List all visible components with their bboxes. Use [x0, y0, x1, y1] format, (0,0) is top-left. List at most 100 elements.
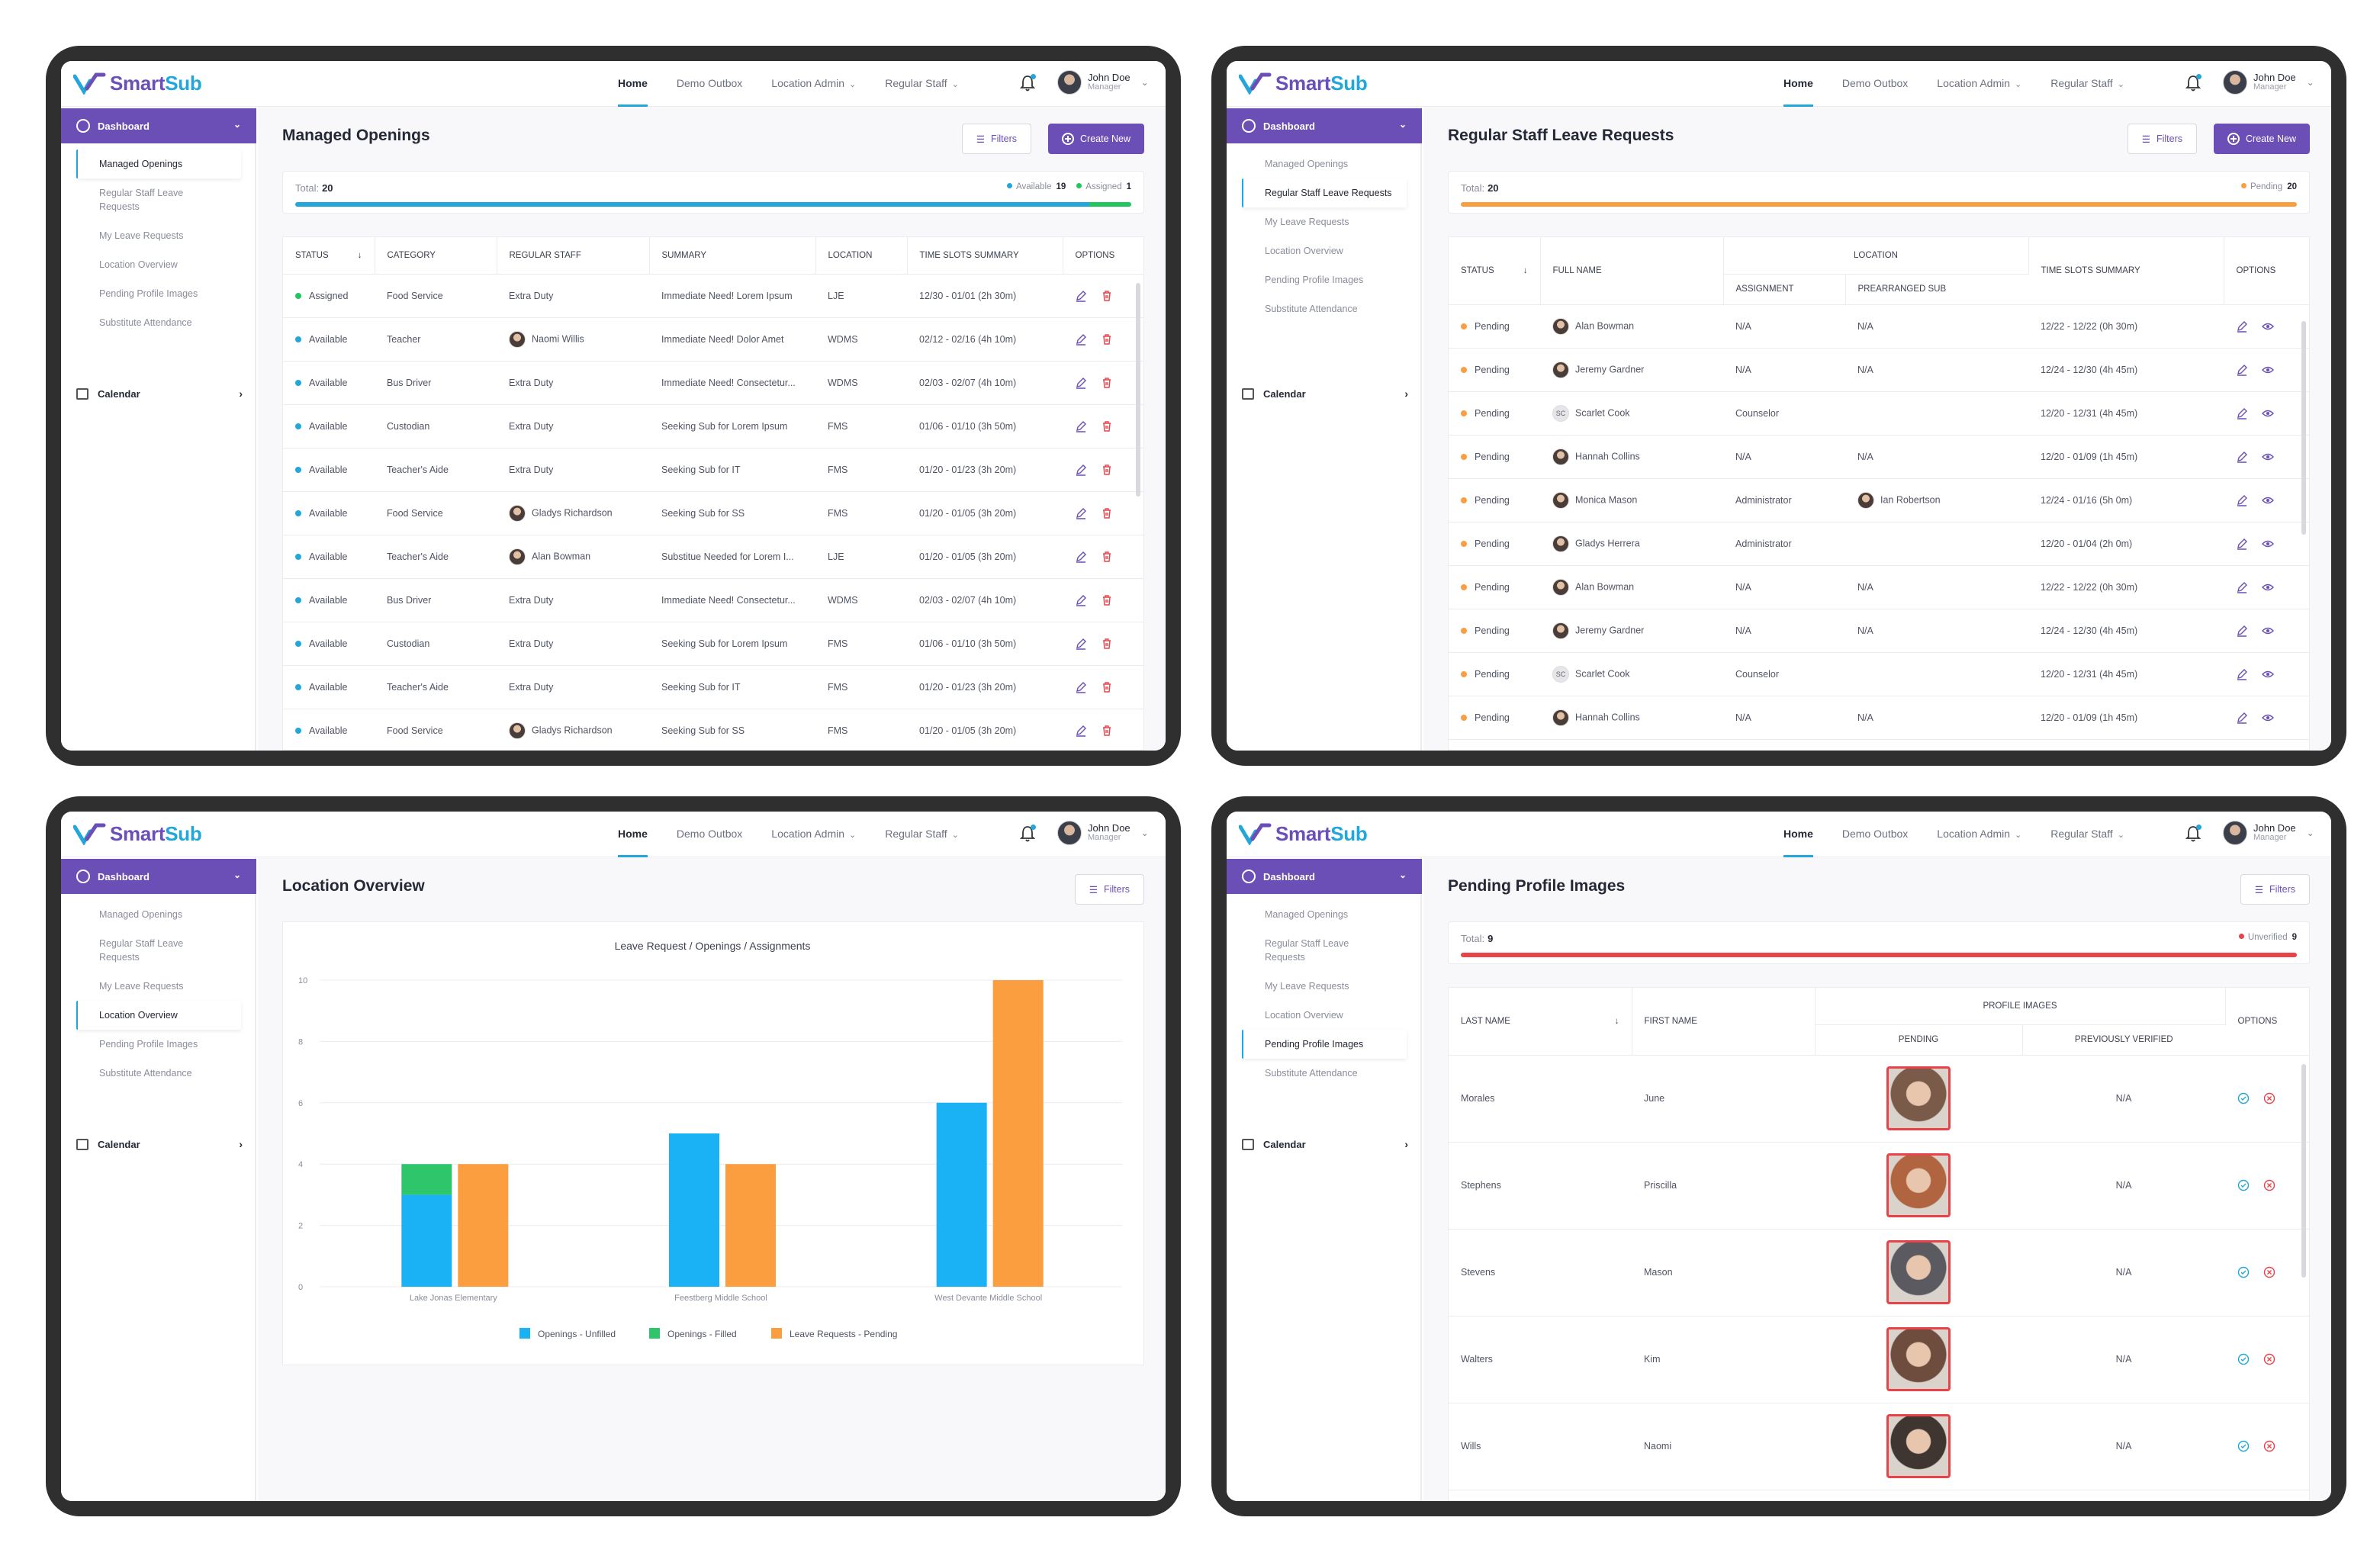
reject-icon[interactable]: [2263, 1092, 2275, 1104]
nav-demo-outbox[interactable]: Demo Outbox: [1841, 828, 1909, 840]
col-regular-staff[interactable]: Regular Staff: [497, 237, 650, 275]
eye-icon[interactable]: [2262, 407, 2274, 420]
sidebar-item-substitute-attendance[interactable]: Substitute Attendance: [1265, 1068, 1358, 1079]
table-row[interactable]: Pending SC Scarlet Cook Counselor 12/20 - 12…: [1449, 652, 2309, 696]
table-row[interactable]: Available Teacher's Aide Extra Duty Seeking…: [283, 665, 1143, 709]
table-row[interactable]: Wills Naomi N/A: [1449, 1403, 2309, 1490]
nav-location-admin[interactable]: Location Admin ⌄: [1937, 77, 2022, 89]
filters-button[interactable]: ☰ Filters: [1074, 874, 1144, 905]
sort-arrow-icon[interactable]: ↓: [1523, 265, 1528, 275]
table-row[interactable]: Pending Alan Bowman N/A N/A 12/22 - 12/22 (0…: [1449, 565, 2309, 609]
pending-profile-image[interactable]: [1886, 1240, 1951, 1304]
sidebar-item-pending-profile-images[interactable]: Pending Profile Images: [1265, 275, 1364, 285]
sidebar-item-leave-requests[interactable]: Regular Staff Leave Requests: [1242, 178, 1407, 207]
sidebar-calendar[interactable]: Calendar ›: [76, 387, 243, 400]
eye-icon[interactable]: [2262, 494, 2274, 506]
sidebar-item-leave-requests[interactable]: Regular Staff Leave Requests: [99, 188, 184, 212]
edit-icon[interactable]: [2236, 538, 2248, 550]
sidebar-item-pending-profile-images[interactable]: Pending Profile Images: [1242, 1030, 1407, 1059]
eye-icon[interactable]: [2262, 320, 2274, 333]
pending-profile-image[interactable]: [1886, 1066, 1951, 1130]
trash-icon[interactable]: [1101, 377, 1113, 389]
edit-icon[interactable]: [1075, 464, 1087, 476]
edit-icon[interactable]: [1075, 420, 1087, 432]
pending-profile-image[interactable]: [1886, 1327, 1951, 1391]
col-previously-verified[interactable]: Previously Verified: [2022, 1024, 2226, 1056]
nav-location-admin[interactable]: Location Admin ⌄: [771, 828, 857, 840]
table-row[interactable]: Available Custodian Extra Duty Seeking Sub …: [283, 404, 1143, 448]
sidebar-item-my-leave-requests[interactable]: My Leave Requests: [1265, 981, 1349, 992]
sidebar-item-location-overview[interactable]: Location Overview: [1265, 246, 1343, 256]
trash-icon[interactable]: [1101, 725, 1113, 737]
pending-profile-image[interactable]: [1886, 1414, 1951, 1478]
approve-icon[interactable]: [2237, 1353, 2250, 1365]
eye-icon[interactable]: [2262, 538, 2274, 550]
trash-icon[interactable]: [1101, 594, 1113, 606]
edit-icon[interactable]: [2236, 320, 2248, 333]
edit-icon[interactable]: [1075, 377, 1087, 389]
sidebar-item-substitute-attendance[interactable]: Substitute Attendance: [99, 1068, 192, 1079]
bell-icon[interactable]: [2185, 825, 2202, 843]
table-row[interactable]: Assigned Food Service Extra Duty Immediate …: [283, 274, 1143, 318]
table-row[interactable]: Morales June N/A: [1449, 1055, 2309, 1143]
eye-icon[interactable]: [2262, 712, 2274, 724]
sidebar-dashboard[interactable]: Dashboard ⌄: [61, 859, 256, 894]
table-row[interactable]: Available Bus Driver Extra Duty Immediate N…: [283, 361, 1143, 405]
logo[interactable]: SmartSub: [73, 70, 202, 96]
col-location[interactable]: Location: [815, 237, 908, 275]
table-row[interactable]: Pending Alan Bowman N/A N/A 12/22 - 12/22 (0…: [1449, 304, 2309, 349]
trash-icon[interactable]: [1101, 420, 1113, 432]
edit-icon[interactable]: [2236, 494, 2248, 506]
sidebar-item-my-leave-requests[interactable]: My Leave Requests: [1265, 217, 1349, 227]
scrollbar[interactable]: [2301, 321, 2306, 535]
edit-icon[interactable]: [2236, 581, 2248, 593]
user-menu[interactable]: John Doe Manager ⌄: [2223, 821, 2314, 845]
table-row[interactable]: Available Teacher's Aide Extra Duty Seeking…: [283, 448, 1143, 492]
sidebar-calendar[interactable]: Calendar ›: [76, 1138, 243, 1150]
filters-button[interactable]: ☰ Filters: [2127, 124, 2197, 154]
user-menu[interactable]: John Doe Manager ⌄: [2223, 70, 2314, 95]
sidebar-calendar[interactable]: Calendar ›: [1242, 387, 1408, 400]
table-row[interactable]: Stephens Priscilla N/A: [1449, 1142, 2309, 1230]
table-row[interactable]: Stevens Mason N/A: [1449, 1229, 2309, 1316]
col-time-slots-summary[interactable]: Time Slots Summary: [907, 237, 1063, 275]
logo[interactable]: SmartSub: [1239, 70, 1368, 96]
table-row[interactable]: Available Food Service Gladys Richardson Se…: [283, 709, 1143, 750]
col-pending[interactable]: Pending: [1815, 1024, 2023, 1056]
bell-icon[interactable]: [2185, 74, 2202, 92]
nav-regular-staff[interactable]: Regular Staff ⌄: [2050, 77, 2124, 89]
table-row[interactable]: Pending Gladys Herrera Administrator 12/20 …: [1449, 522, 2309, 566]
sidebar-dashboard[interactable]: Dashboard ⌄: [1227, 859, 1422, 894]
table-row[interactable]: Available Teacher's Aide Alan Bowman Substi…: [283, 535, 1143, 579]
edit-icon[interactable]: [2236, 712, 2248, 724]
edit-icon[interactable]: [1075, 290, 1087, 302]
approve-icon[interactable]: [2237, 1092, 2250, 1104]
nav-regular-staff[interactable]: Regular Staff ⌄: [2050, 828, 2124, 840]
sidebar-item-location-overview[interactable]: Location Overview: [99, 259, 178, 270]
approve-icon[interactable]: [2237, 1179, 2250, 1191]
logo[interactable]: SmartSub: [73, 821, 202, 847]
scrollbar[interactable]: [2301, 1064, 2306, 1278]
eye-icon[interactable]: [2262, 364, 2274, 376]
edit-icon[interactable]: [1075, 638, 1087, 650]
sort-arrow-icon[interactable]: ↓: [1614, 1016, 1619, 1026]
sidebar-item-my-leave-requests[interactable]: My Leave Requests: [99, 230, 184, 241]
create-new-button[interactable]: Create New: [1048, 124, 1144, 154]
filters-button[interactable]: ☰ Filters: [2240, 874, 2310, 905]
scrollbar[interactable]: [1136, 283, 1140, 497]
col-status[interactable]: Status ↓: [1449, 237, 1541, 305]
col-last-name[interactable]: Last Name ↓: [1449, 988, 1632, 1056]
eye-icon[interactable]: [2262, 581, 2274, 593]
col-time-slots[interactable]: Time Slots Summary: [2028, 237, 2224, 305]
edit-icon[interactable]: [1075, 725, 1087, 737]
sidebar-item-managed-openings[interactable]: Managed Openings: [99, 909, 183, 920]
table-row[interactable]: Pending Hannah Collins N/A N/A 12/20 - 01/09…: [1449, 435, 2309, 479]
nav-home[interactable]: Home: [618, 812, 648, 857]
edit-icon[interactable]: [2236, 364, 2248, 376]
approve-icon[interactable]: [2237, 1440, 2250, 1452]
edit-icon[interactable]: [1075, 681, 1087, 693]
table-row[interactable]: Pending Hannah Collins N/A N/A 12/20 - 01/09…: [1449, 696, 2309, 740]
create-new-button[interactable]: Create New: [2214, 124, 2310, 154]
table-row[interactable]: Available Food Service Gladys Richardson Se…: [283, 491, 1143, 535]
reject-icon[interactable]: [2263, 1353, 2275, 1365]
